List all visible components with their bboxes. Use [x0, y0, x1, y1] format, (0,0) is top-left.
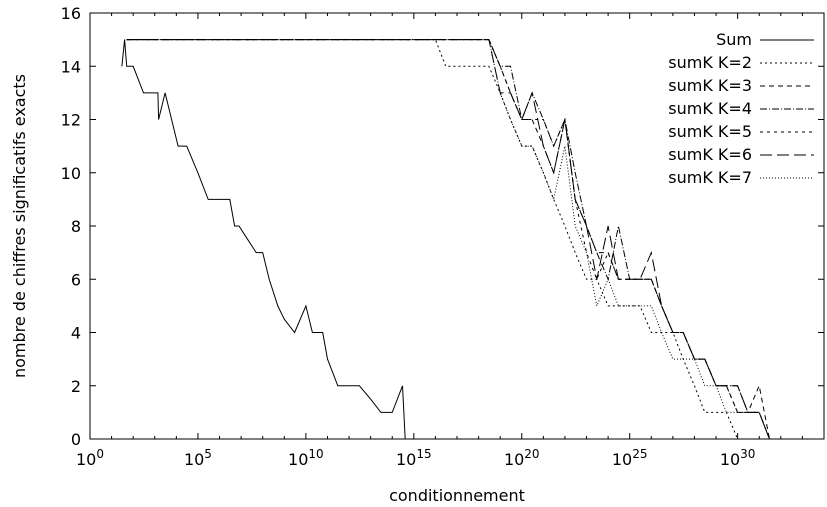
x-axis-ticks: 100 105 1010 1015 1020 1025 1030 [76, 13, 825, 469]
x-tick-exponent: 25 [632, 447, 647, 461]
series-line-sum [121, 39, 414, 440]
x-tick-base: 10 [396, 450, 416, 469]
x-tick-base: 10 [184, 450, 204, 469]
x-tick-base: 10 [612, 450, 632, 469]
x-tick-exponent: 0 [96, 447, 104, 461]
y-axis-label: nombre de chiffres significatifs exacts [10, 74, 29, 378]
legend-label: sumK K=6 [668, 145, 752, 164]
x-tick-label: 1025 [612, 447, 648, 469]
x-axis-label: conditionnement [389, 486, 525, 505]
legend-label: sumK K=3 [668, 76, 752, 95]
x-tick-base: 10 [76, 450, 96, 469]
series-layer [121, 39, 770, 440]
legend-label: Sum [716, 30, 752, 49]
x-tick-base: 10 [288, 450, 308, 469]
series-line-sumk-k-2 [126, 39, 760, 440]
x-tick-exponent: 20 [524, 447, 539, 461]
legend-label: sumK K=5 [668, 122, 752, 141]
y-tick-label: 4 [71, 324, 81, 343]
x-tick-exponent: 5 [204, 447, 212, 461]
x-tick-exponent: 10 [308, 447, 323, 461]
x-tick-label: 1030 [720, 447, 756, 469]
y-tick-label: 10 [61, 164, 81, 183]
y-tick-label: 2 [71, 377, 81, 396]
legend-label: sumK K=7 [668, 168, 752, 187]
series-line-sumk-k-3 [126, 39, 770, 440]
x-tick-base: 10 [720, 450, 740, 469]
y-tick-label: 0 [71, 430, 81, 449]
x-tick-label: 1010 [288, 447, 324, 469]
y-axis-ticks: 0 2 4 6 8 10 12 14 16 [61, 4, 824, 449]
x-tick-label: 100 [76, 447, 104, 469]
y-tick-label: 14 [61, 57, 81, 76]
series-line-sumk-k-6 [126, 39, 770, 440]
legend-label: sumK K=2 [668, 53, 752, 72]
legend-label: sumK K=4 [668, 99, 752, 118]
y-tick-label: 12 [61, 111, 81, 130]
y-tick-label: 8 [71, 217, 81, 236]
x-tick-exponent: 15 [416, 447, 431, 461]
x-tick-base: 10 [504, 450, 524, 469]
x-tick-label: 105 [184, 447, 212, 469]
x-tick-exponent: 30 [740, 447, 755, 461]
y-tick-label: 16 [61, 4, 81, 23]
y-tick-label: 6 [71, 270, 81, 289]
x-tick-label: 1020 [504, 447, 540, 469]
x-tick-label: 1015 [396, 447, 432, 469]
legend: Sum sumK K=2 sumK K=3 sumK K=4 sumK K=5 sumK … [668, 30, 814, 187]
